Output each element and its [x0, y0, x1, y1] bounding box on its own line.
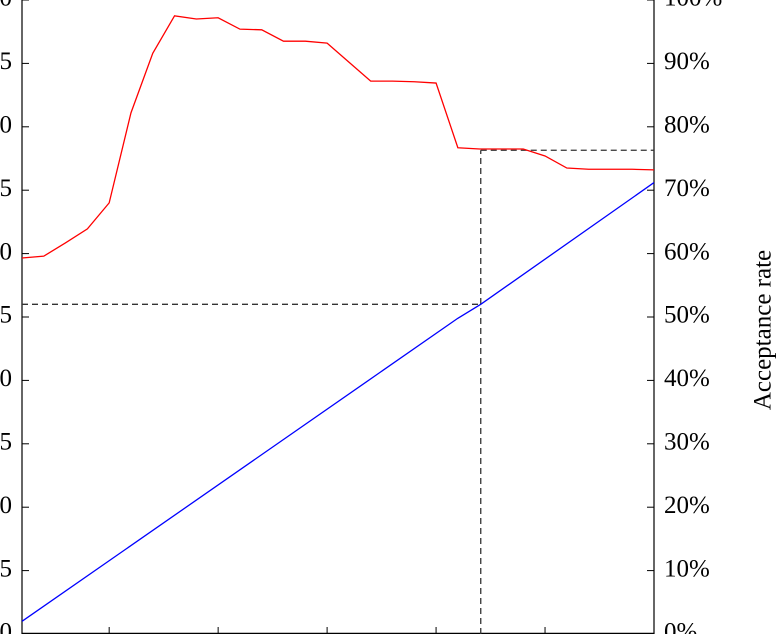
y2-tick-label: 100%	[664, 0, 722, 12]
y2-tick-label: 40%	[664, 365, 710, 392]
series-line	[21, 15, 655, 259]
y-tick-label: 40	[0, 112, 12, 139]
y-tick-label: 30	[0, 238, 12, 265]
y-tick-label: 10	[0, 492, 12, 519]
y2-tick-label: 20%	[664, 492, 710, 519]
y-tick-label: 50	[0, 0, 12, 12]
y-tick-label: 45	[0, 48, 12, 75]
y-tick-label: 25	[0, 302, 12, 329]
y-tick-label: 15	[0, 429, 12, 456]
y2-tick-label: 60%	[664, 238, 710, 265]
y2-tick-label: 80%	[664, 112, 710, 139]
y2-tick-label: 70%	[664, 175, 710, 202]
y-tick-label: 5	[0, 555, 12, 582]
y2-tick-label: 30%	[664, 429, 710, 456]
y-tick-label: 20	[0, 365, 12, 392]
y2-axis-label: Acceptance rate	[750, 250, 776, 410]
y-tick-label: 35	[0, 175, 12, 202]
y-tick-label: 0	[0, 619, 12, 634]
y2-tick-label: 90%	[664, 48, 710, 75]
series-line	[21, 182, 655, 622]
y2-tick-label: 0%	[664, 619, 697, 634]
y2-tick-label: 10%	[664, 555, 710, 582]
y2-tick-label: 50%	[664, 302, 710, 329]
